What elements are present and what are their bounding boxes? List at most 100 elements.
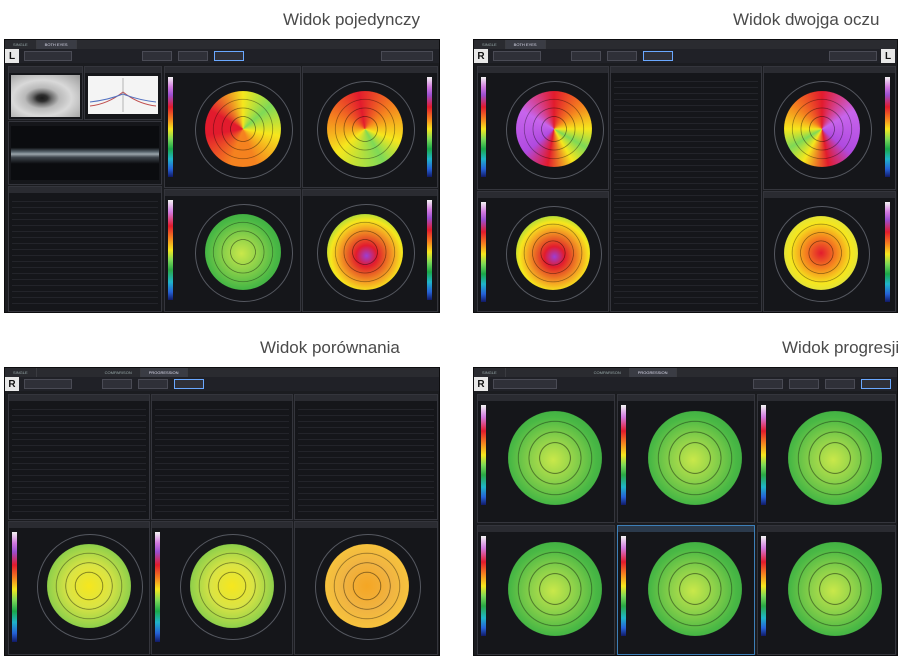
progression-exam-1[interactable] xyxy=(477,394,615,523)
right-eye-axial-map[interactable] xyxy=(516,91,592,167)
topo-button[interactable] xyxy=(214,51,244,61)
pachy-button[interactable] xyxy=(178,51,208,61)
box-header xyxy=(295,522,437,528)
progression-exam-2[interactable] xyxy=(617,394,755,523)
tab-both-eyes[interactable]: BOTH EYES xyxy=(36,40,77,49)
map-outer-ring xyxy=(506,81,604,179)
progression-view-screenshot: SINGLE COMPARISON PROGRESSION R xyxy=(473,367,898,656)
tab-progression[interactable]: PROGRESSION xyxy=(629,368,677,377)
color-scale xyxy=(481,405,486,505)
view-button[interactable] xyxy=(142,51,172,61)
progression-map[interactable] xyxy=(648,411,742,505)
box-header xyxy=(303,190,437,196)
tab-single[interactable]: SINGLE xyxy=(474,40,506,49)
keratometry-comparison-table xyxy=(610,66,762,312)
color-scale xyxy=(885,202,890,302)
oct-scan xyxy=(11,126,159,180)
comparison-view-screenshot: SINGLE COMPARISON PROGRESSION R xyxy=(4,367,440,656)
color-scale xyxy=(168,77,173,177)
tab-comparison[interactable]: COMPARISON xyxy=(97,368,141,377)
box-header xyxy=(9,395,149,401)
tab-bar: SINGLE COMPARISON PROGRESSION xyxy=(5,368,439,377)
tab-single[interactable]: SINGLE xyxy=(474,368,506,377)
pachy-button[interactable] xyxy=(607,51,637,61)
view-button[interactable] xyxy=(102,379,132,389)
caption-comparison-view: Widok porównania xyxy=(260,338,400,357)
axial-true-net-map[interactable] xyxy=(327,91,403,167)
exam-2-map[interactable] xyxy=(190,544,274,628)
toolbar: R L xyxy=(474,49,897,63)
profile-curve xyxy=(89,78,157,112)
right-eye-pachymetry-box xyxy=(477,191,609,312)
both-eyes-view-screenshot: SINGLE BOTH EYES R L xyxy=(473,39,898,313)
progression-map[interactable] xyxy=(788,411,882,505)
view-button[interactable] xyxy=(571,51,601,61)
box-header xyxy=(618,526,754,532)
tab-single[interactable]: SINGLE xyxy=(5,40,37,49)
box-header xyxy=(165,67,300,73)
map-outer-ring xyxy=(37,534,143,640)
reset-view-settings-button[interactable] xyxy=(381,51,433,61)
box-header xyxy=(611,67,761,73)
progression-map[interactable] xyxy=(788,542,882,636)
eye-indicator: R xyxy=(474,377,488,391)
left-eye-pachymetry-map[interactable] xyxy=(784,216,858,290)
toolbar: R xyxy=(474,377,897,391)
eye-indicator: R xyxy=(5,377,19,391)
pachy-button[interactable] xyxy=(825,379,855,389)
progression-exam-4[interactable] xyxy=(477,525,615,655)
tab-progression[interactable]: PROGRESSION xyxy=(140,368,188,377)
topo-button[interactable] xyxy=(174,379,204,389)
color-scale xyxy=(481,202,486,302)
keratometry-rows xyxy=(614,76,758,308)
map-outer-ring xyxy=(317,81,415,179)
map-type-select[interactable] xyxy=(493,379,557,389)
exam-date-select[interactable] xyxy=(24,379,72,389)
exam-date-select[interactable] xyxy=(493,51,541,61)
map-outer-ring xyxy=(195,81,293,179)
progression-map[interactable] xyxy=(648,542,742,636)
difference-map[interactable] xyxy=(325,544,409,628)
box-header xyxy=(303,67,437,73)
box-header xyxy=(764,67,895,73)
progression-exam-3[interactable] xyxy=(757,394,896,523)
tab-both-eyes[interactable]: BOTH EYES xyxy=(505,40,546,49)
single-view-screenshot: SINGLE BOTH EYES L xyxy=(4,39,440,313)
progression-map[interactable] xyxy=(508,542,602,636)
map-outer-ring xyxy=(506,206,602,302)
exam-1-map[interactable] xyxy=(47,544,131,628)
select-button[interactable] xyxy=(753,379,783,389)
keratometry-rows xyxy=(12,196,158,308)
view-button[interactable] xyxy=(789,379,819,389)
caption-single-view: Widok pojedynczy xyxy=(283,10,421,29)
eye-photo xyxy=(11,75,80,117)
tab-single[interactable]: SINGLE xyxy=(5,368,37,377)
axial-posterior-map[interactable] xyxy=(205,214,281,290)
difference-map-box xyxy=(294,521,438,655)
topo-button[interactable] xyxy=(643,51,673,61)
right-eye-pachymetry-map[interactable] xyxy=(516,216,590,290)
left-eye-axial-map[interactable] xyxy=(784,91,860,167)
eye-indicator-left: L xyxy=(881,49,895,63)
box-header xyxy=(152,522,292,528)
axial-anterior-map[interactable] xyxy=(205,91,281,167)
progression-exam-5[interactable] xyxy=(617,525,755,655)
pachymetry-map[interactable] xyxy=(327,214,403,290)
eye-indicator: L xyxy=(5,49,19,63)
exam-date-select-left[interactable] xyxy=(829,51,877,61)
progression-map[interactable] xyxy=(508,411,602,505)
keratometry-table xyxy=(8,186,162,312)
tab-comparison[interactable]: COMPARISON xyxy=(586,368,630,377)
progression-exam-6[interactable] xyxy=(757,525,896,655)
box-header xyxy=(295,395,437,401)
color-scale xyxy=(168,200,173,300)
axial-graph-box xyxy=(84,66,162,120)
profile-graph xyxy=(88,76,158,114)
keratometry-rows xyxy=(12,404,146,516)
topo-button[interactable] xyxy=(861,379,891,389)
keratometry-rows xyxy=(155,404,289,516)
pachy-button[interactable] xyxy=(138,379,168,389)
color-scale xyxy=(481,77,486,177)
box-header xyxy=(165,190,300,196)
exam-date-select[interactable] xyxy=(24,51,72,61)
